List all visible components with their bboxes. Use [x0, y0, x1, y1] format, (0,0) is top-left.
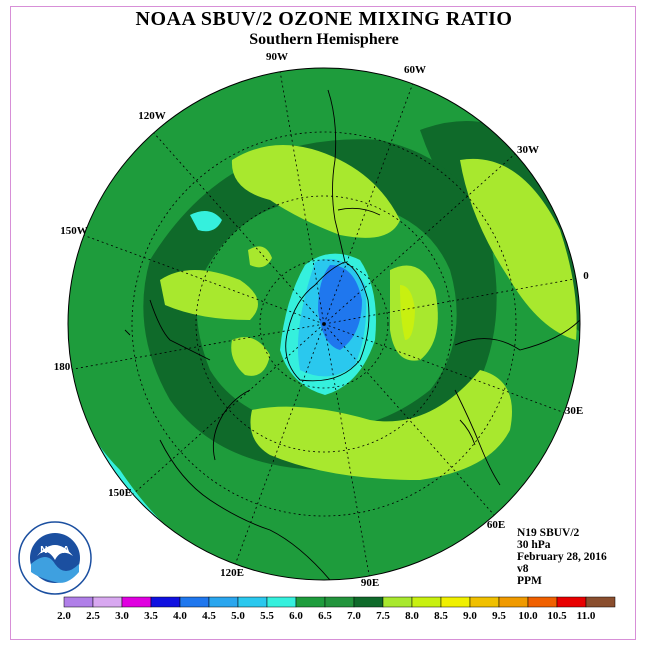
colorbar-swatch — [585, 596, 616, 608]
figure-frame — [10, 6, 636, 640]
lon-label-120e: 120E — [220, 567, 244, 579]
colorbar-swatch — [353, 596, 384, 608]
lon-label-150e: 150E — [108, 487, 132, 499]
colorbar-swatch — [179, 596, 210, 608]
logo-wave — [31, 557, 79, 583]
colorbar-swatch — [237, 596, 268, 608]
colorbar-swatch — [411, 596, 442, 608]
info-version: v8 — [517, 563, 529, 575]
contour-light-south — [250, 370, 512, 480]
colorbar-label: 7.0 — [347, 610, 361, 622]
colorbar-label: 3.0 — [115, 610, 129, 622]
noaa-logo: NOAA — [18, 521, 92, 595]
colorbar-label: 5.0 — [231, 610, 245, 622]
colorbar-label: 3.5 — [144, 610, 158, 622]
colorbar-swatch — [63, 596, 94, 608]
colorbar-label: 11.0 — [577, 610, 596, 622]
colorbar-label: 6.0 — [289, 610, 303, 622]
lon-label-60w: 60W — [404, 64, 426, 76]
map-boundary — [67, 67, 581, 581]
colorbar-swatch — [295, 596, 326, 608]
colorbar-label: 9.5 — [492, 610, 506, 622]
contour-polar-blue — [318, 265, 362, 350]
colorbar-label: 6.5 — [318, 610, 332, 622]
colorbar-swatch — [527, 596, 558, 608]
info-date: February 28, 2016 — [517, 551, 607, 563]
colorbar-label: 2.5 — [86, 610, 100, 622]
colorbar-swatch — [324, 596, 355, 608]
page-title: NOAA SBUV/2 OZONE MIXING RATIO — [135, 8, 513, 30]
colorbar-swatch — [266, 596, 297, 608]
colorbar-swatch — [556, 596, 587, 608]
lon-label-90w: 90W — [266, 51, 288, 63]
lon-label-30w: 30W — [517, 144, 539, 156]
colorbar-label: 8.5 — [434, 610, 448, 622]
contour-yellow-center-east — [400, 285, 415, 340]
lon-label-90e: 90E — [361, 577, 379, 589]
lon-label-30e: 30E — [565, 405, 583, 417]
logo-text: NOAA — [40, 545, 69, 556]
colorbar-label: 4.0 — [173, 610, 187, 622]
page-subtitle: Southern Hemisphere — [249, 31, 399, 48]
colorbar-swatch — [150, 596, 181, 608]
colorbar-label: 2.0 — [57, 610, 71, 622]
colorbar-swatch — [208, 596, 239, 608]
colorbar-label: 9.0 — [463, 610, 477, 622]
colorbar-label: 7.5 — [376, 610, 390, 622]
lon-label-150w: 150W — [60, 225, 88, 237]
contour-cyan-dot — [190, 211, 222, 232]
graticule — [68, 70, 580, 580]
colorbar-swatch — [382, 596, 413, 608]
contour-light-west2 — [231, 337, 270, 376]
contour-light-east — [460, 158, 577, 340]
contour-light-north — [231, 145, 400, 238]
lon-label-0: 0 — [583, 270, 589, 282]
coastlines — [124, 89, 580, 580]
colorbar-label: 5.5 — [260, 610, 274, 622]
colorbar-swatch — [498, 596, 529, 608]
lon-label-120w: 120W — [138, 110, 166, 122]
colorbar-label: 10.0 — [518, 610, 538, 622]
lon-label-180: 180 — [54, 361, 71, 373]
colorbar-swatch — [92, 596, 123, 608]
colorbar-swatch — [121, 596, 152, 608]
lon-label-60e: 60E — [487, 519, 505, 531]
colorbar-label: 4.5 — [202, 610, 216, 622]
contour-light-west — [160, 270, 258, 320]
logo-bird-icon — [37, 545, 73, 560]
info-units: PPM — [517, 575, 542, 587]
info-level: 30 hPa — [517, 539, 551, 551]
info-instrument: N19 SBUV/2 — [517, 527, 580, 539]
colorbar-label: 10.5 — [547, 610, 567, 622]
colorbar-label: 8.0 — [405, 610, 419, 622]
colorbar-swatch — [469, 596, 500, 608]
colorbar-swatch — [440, 596, 471, 608]
contour-light-dot — [248, 246, 272, 268]
